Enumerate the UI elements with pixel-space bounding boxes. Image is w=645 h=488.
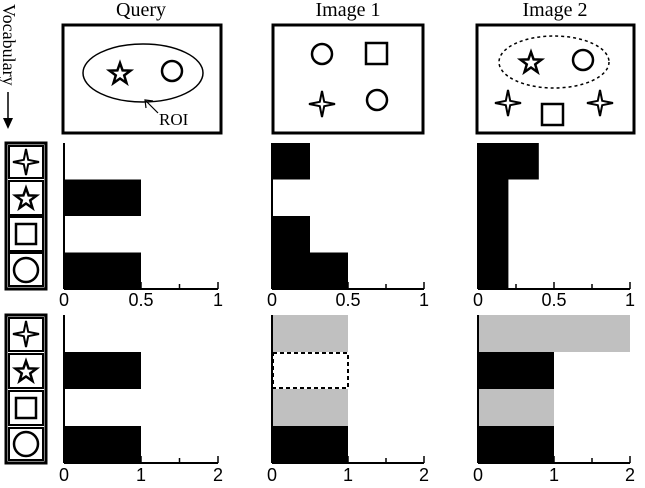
bar-four-point-star-black bbox=[478, 143, 539, 180]
circle-icon bbox=[12, 430, 40, 458]
bar-circle-black bbox=[64, 426, 141, 463]
chart-image1-row2: 0 1 2 bbox=[267, 315, 429, 485]
bar-square-black bbox=[272, 216, 310, 253]
tick-label: 1 bbox=[549, 465, 559, 485]
bar-square-gray bbox=[272, 389, 348, 426]
tick-label: 1 bbox=[625, 290, 635, 310]
tick-label: 0 bbox=[267, 465, 277, 485]
tick-label: 1 bbox=[136, 465, 146, 485]
bar-circle-black bbox=[478, 426, 554, 463]
tick-label: 1 bbox=[343, 465, 353, 485]
chart-image2-row2: 0 1 2 bbox=[473, 315, 635, 485]
circle-icon bbox=[310, 42, 334, 66]
square-icon bbox=[14, 396, 38, 420]
square-icon bbox=[14, 222, 38, 246]
chart-query-row1: 0 0.5 1 bbox=[59, 143, 223, 310]
square-icon bbox=[364, 41, 389, 66]
vocabulary-label: Vocabulary bbox=[0, 4, 19, 86]
query-image-panel: ROI bbox=[61, 23, 223, 135]
tick-label: 0 bbox=[267, 290, 277, 310]
tick-label: 0 bbox=[59, 290, 69, 310]
roi-pointer-arrow bbox=[144, 99, 159, 114]
image1-panel bbox=[271, 23, 425, 135]
dashed-bar-outline bbox=[272, 352, 349, 389]
bar-four-point-star-gray bbox=[478, 315, 630, 352]
circle-icon bbox=[365, 88, 389, 112]
tick-label: 0.5 bbox=[128, 290, 153, 310]
bar-circle-black bbox=[478, 252, 509, 289]
roi-ellipse bbox=[82, 43, 204, 103]
bar-square-gray bbox=[478, 389, 554, 426]
tick-label: 0 bbox=[59, 465, 69, 485]
circle-icon bbox=[160, 59, 184, 83]
roi-ellipse-dashed bbox=[498, 35, 610, 89]
column-title-query: Query bbox=[116, 0, 166, 21]
tick-label: 0 bbox=[473, 290, 483, 310]
tick-label: 0 bbox=[473, 465, 483, 485]
square-icon bbox=[540, 102, 565, 127]
tick-label: 2 bbox=[419, 465, 429, 485]
histogram-charts: 0 0.5 1 0 0.5 1 0 0.5 10 1 2 0 1 2 0 1 2 bbox=[59, 143, 635, 485]
vocabulary-legend-row1 bbox=[4, 141, 48, 291]
column-title-image1: Image 1 bbox=[316, 0, 381, 21]
tick-label: 0.5 bbox=[335, 290, 360, 310]
tick-label: 2 bbox=[213, 465, 223, 485]
tick-label: 1 bbox=[213, 290, 223, 310]
tick-label: 2 bbox=[625, 465, 635, 485]
bar-four-point-star-gray bbox=[272, 315, 348, 352]
tick-label: 0.5 bbox=[541, 290, 566, 310]
tick-label: 1 bbox=[419, 290, 429, 310]
image2-panel bbox=[475, 23, 636, 135]
circle-icon bbox=[571, 48, 595, 72]
roi-label: ROI bbox=[159, 110, 189, 129]
bar-circle-black bbox=[64, 252, 141, 289]
circle-icon bbox=[12, 256, 40, 284]
chart-image1-row1: 0 0.5 1 bbox=[267, 143, 429, 310]
vocabulary-arrow bbox=[3, 92, 13, 129]
bar-star-black bbox=[64, 179, 141, 216]
bar-square-black bbox=[478, 216, 509, 253]
chart-query-row2: 0 1 2 bbox=[59, 315, 223, 485]
chart-image2-row1: 0 0.5 1 bbox=[473, 143, 635, 310]
bar-four-point-star-black bbox=[272, 143, 310, 180]
bar-circle-black bbox=[272, 252, 348, 289]
vocabulary-legend-row2 bbox=[4, 313, 48, 465]
bar-star-black bbox=[64, 352, 141, 389]
bar-star-black bbox=[478, 352, 554, 389]
bar-circle-black bbox=[272, 426, 348, 463]
column-title-image2: Image 2 bbox=[523, 0, 588, 21]
bar-star-black bbox=[478, 179, 509, 216]
